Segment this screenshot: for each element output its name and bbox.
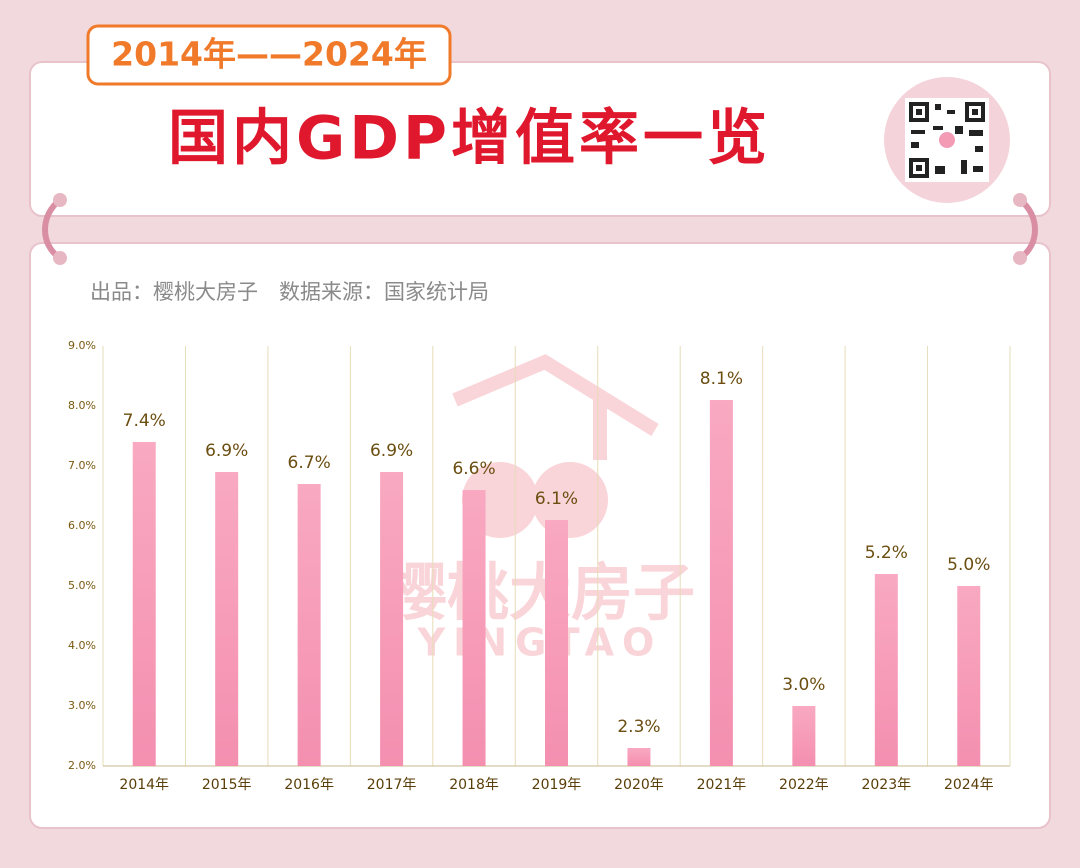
x-tick-label: 2017年 bbox=[367, 777, 417, 793]
value-label: 8.1% bbox=[700, 369, 743, 389]
year-badge bbox=[86, 24, 452, 86]
value-label: 7.4% bbox=[123, 411, 166, 431]
bar bbox=[462, 490, 486, 766]
x-tick-label: 2015年 bbox=[202, 777, 252, 793]
bar bbox=[380, 472, 404, 766]
value-label: 5.2% bbox=[865, 543, 908, 563]
value-label: 6.6% bbox=[452, 459, 495, 479]
bar bbox=[957, 586, 981, 766]
year-range: 2014年——2024年 bbox=[111, 35, 427, 74]
value-label: 6.7% bbox=[288, 453, 331, 473]
watermark-house bbox=[452, 354, 659, 460]
x-tick-label: 2019年 bbox=[532, 777, 582, 793]
x-tick-label: 2016年 bbox=[284, 777, 334, 793]
y-tick-label: 5.0% bbox=[68, 579, 96, 592]
y-tick-label: 7.0% bbox=[68, 459, 96, 472]
value-label: 6.1% bbox=[535, 489, 578, 509]
value-label: 3.0% bbox=[782, 675, 825, 695]
bar bbox=[132, 442, 156, 766]
qr-logo bbox=[939, 132, 955, 148]
bar bbox=[709, 400, 733, 766]
y-tick-label: 3.0% bbox=[68, 699, 96, 712]
bar bbox=[297, 484, 321, 766]
source-note: 出品：樱桃大房子 数据来源：国家统计局 bbox=[90, 280, 489, 304]
y-tick-label: 8.0% bbox=[68, 399, 96, 412]
x-tick-label: 2023年 bbox=[861, 777, 911, 793]
value-label: 6.9% bbox=[370, 441, 413, 461]
x-tick-label: 2014年 bbox=[119, 777, 169, 793]
plot: 2.0% 3.0% 4.0% 5.0% 6.0% 7.0% 8.0% 9.0% 2014年 7.4… bbox=[68, 339, 1011, 793]
bar bbox=[792, 706, 816, 766]
bar bbox=[545, 520, 568, 766]
watermark-text: YINGTAO bbox=[417, 621, 663, 665]
x-tick-label: 2024年 bbox=[944, 777, 994, 793]
ring-dots bbox=[53, 193, 1027, 265]
value-label: 6.9% bbox=[205, 441, 248, 461]
x-tick-label: 2018年 bbox=[449, 777, 499, 793]
x-tick-label: 2021年 bbox=[697, 777, 747, 793]
watermark-text: 樱桃大房子 bbox=[385, 556, 695, 629]
x-tick-label: 2020年 bbox=[614, 777, 664, 793]
y-tick-label: 9.0% bbox=[68, 339, 96, 352]
page-title: 国内GDP增值率一览 bbox=[168, 104, 771, 174]
value-label: 5.0% bbox=[947, 555, 990, 575]
watermark-cherry bbox=[532, 462, 608, 538]
bar bbox=[627, 748, 651, 766]
qr-pattern bbox=[909, 102, 985, 178]
bar bbox=[874, 574, 898, 766]
y-tick-label: 6.0% bbox=[68, 519, 96, 532]
y-tick-label: 4.0% bbox=[68, 639, 96, 652]
chart-card bbox=[29, 242, 1051, 829]
watermark: 樱桃大房子 YINGTAO bbox=[385, 354, 695, 665]
y-tick-label: 2.0% bbox=[68, 759, 96, 772]
header-card bbox=[29, 61, 1051, 217]
x-tick-label: 2022年 bbox=[779, 777, 829, 793]
bar bbox=[215, 472, 239, 766]
value-label: 2.3% bbox=[617, 717, 660, 737]
